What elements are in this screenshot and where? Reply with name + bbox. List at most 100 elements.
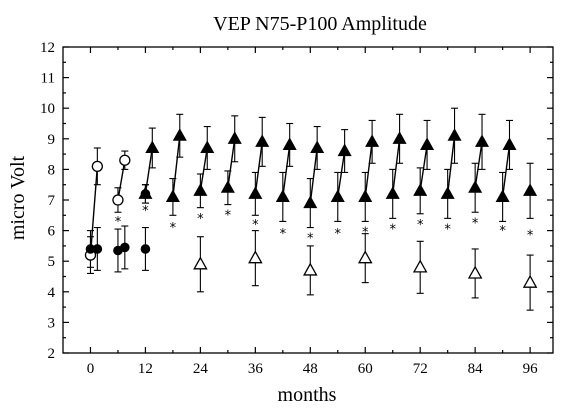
tick-labels: 0 12 24 36 48 60 72 84 96 2 3 4 5 6 7 8 9 10 11 12 <box>40 40 538 377</box>
x-tick-label: 96 <box>523 361 539 377</box>
significance-asterisk: * <box>252 218 259 233</box>
series-connector-line <box>117 160 126 201</box>
significance-asterisk: * <box>527 229 534 244</box>
y-tick-label: 5 <box>48 254 56 270</box>
y-tick-label: 7 <box>48 193 56 209</box>
filled-triangle-point <box>172 128 187 141</box>
y-axis-label: micro Volt <box>7 155 29 240</box>
x-tick-label: 12 <box>138 361 153 377</box>
filled-triangle-point <box>330 189 345 202</box>
series-connector-line <box>309 147 318 204</box>
x-tick-label: 72 <box>413 361 428 377</box>
open-circle-point <box>119 154 131 166</box>
open-triangle-point <box>303 262 318 276</box>
significance-asterisk: * <box>170 221 177 236</box>
y-tick-label: 4 <box>48 285 56 301</box>
y-tick-label: 6 <box>48 224 56 240</box>
significance-asterisk: * <box>280 227 287 242</box>
significance-asterisk: * <box>225 209 232 224</box>
open-triangle-point <box>357 250 373 264</box>
significance-asterisk: * <box>307 232 314 247</box>
x-axis-label: months <box>278 384 337 406</box>
x-tick-label: 48 <box>303 361 318 377</box>
series-connector-line <box>364 141 373 198</box>
filled-triangle-point <box>165 189 180 202</box>
series-connector-line <box>337 150 346 198</box>
filled-triangle-point <box>413 183 428 196</box>
series-connector-line <box>282 144 291 198</box>
filled-triangle-point <box>303 195 318 209</box>
significance-asterisk: * <box>335 227 342 242</box>
filled-triangle-point <box>358 189 373 202</box>
filled-triangle-point <box>145 140 160 154</box>
x-tick-label: 24 <box>193 361 209 377</box>
series-connector-line <box>254 141 263 194</box>
filled-triangle-point <box>255 134 270 147</box>
filled-triangle-point <box>193 183 208 196</box>
filled-triangle-point <box>468 180 483 193</box>
significance-annotations: * * * * * * * * * * * * * * * * <box>115 204 534 247</box>
significance-asterisk: * <box>142 204 149 219</box>
axis-ticks <box>63 46 553 354</box>
open-triangle-point <box>467 265 483 279</box>
y-tick-label: 12 <box>40 40 55 56</box>
filled-circle-point <box>92 244 103 254</box>
y-tick-label: 10 <box>40 101 55 117</box>
filled-triangle-point <box>282 137 297 150</box>
significance-asterisk: * <box>417 218 424 233</box>
open-triangle-point <box>193 256 208 270</box>
filled-triangle-point <box>310 140 325 154</box>
y-tick-label: 11 <box>41 71 55 87</box>
y-tick-label: 3 <box>48 315 56 331</box>
series-connector-line <box>392 138 401 194</box>
open-triangle-point <box>248 250 263 264</box>
series-connector-line <box>172 135 181 198</box>
filled-triangle-point <box>502 137 517 150</box>
x-tick-label: 60 <box>358 361 373 377</box>
series-connector-line <box>501 144 511 198</box>
open-triangle-point <box>522 274 538 288</box>
significance-asterisk: * <box>499 224 506 239</box>
significance-asterisk: * <box>362 226 369 241</box>
significance-asterisk: * <box>115 215 122 230</box>
filled-triangle-point <box>474 134 490 147</box>
filled-triangle-point <box>275 189 290 202</box>
x-tick-label: 84 <box>468 361 484 377</box>
x-tick-label: 36 <box>248 361 264 377</box>
series-connector-line <box>227 138 236 188</box>
open-circle-point <box>91 160 103 172</box>
filled-triangle-point <box>220 180 235 193</box>
error-bars <box>86 107 534 311</box>
chart-title: VEP N75-P100 Amplitude <box>213 13 427 35</box>
filled-triangle-point <box>420 137 435 150</box>
series-connector-line <box>474 141 483 188</box>
significance-asterisk: * <box>444 222 451 237</box>
open-triangle-point <box>412 259 428 273</box>
series-connector-line <box>446 135 456 194</box>
filled-triangle-point <box>447 128 462 141</box>
filled-circle-point <box>120 242 130 253</box>
series-connector-line <box>89 166 99 256</box>
y-tick-label: 9 <box>48 132 56 148</box>
y-tick-label: 2 <box>48 346 56 362</box>
filled-triangle-point <box>200 140 215 154</box>
significance-asterisk: * <box>472 216 479 231</box>
filled-triangle-point <box>138 186 153 199</box>
significance-asterisk: * <box>389 222 396 237</box>
open-circle-point <box>112 194 124 206</box>
connecting-lines <box>89 135 511 256</box>
data-markers <box>84 128 538 288</box>
filled-triangle-point <box>385 186 400 199</box>
series-connector-line <box>144 147 153 194</box>
filled-triangle-point <box>523 183 538 196</box>
significance-asterisk: * <box>197 212 204 227</box>
y-tick-label: 8 <box>48 162 56 178</box>
filled-triangle-point <box>365 134 380 147</box>
filled-triangle-point <box>337 143 352 157</box>
filled-circle-point <box>140 244 151 254</box>
filled-triangle-point <box>392 131 407 144</box>
filled-triangle-point <box>227 131 242 144</box>
filled-triangle-point <box>440 186 455 199</box>
x-tick-label: 0 <box>87 361 95 377</box>
